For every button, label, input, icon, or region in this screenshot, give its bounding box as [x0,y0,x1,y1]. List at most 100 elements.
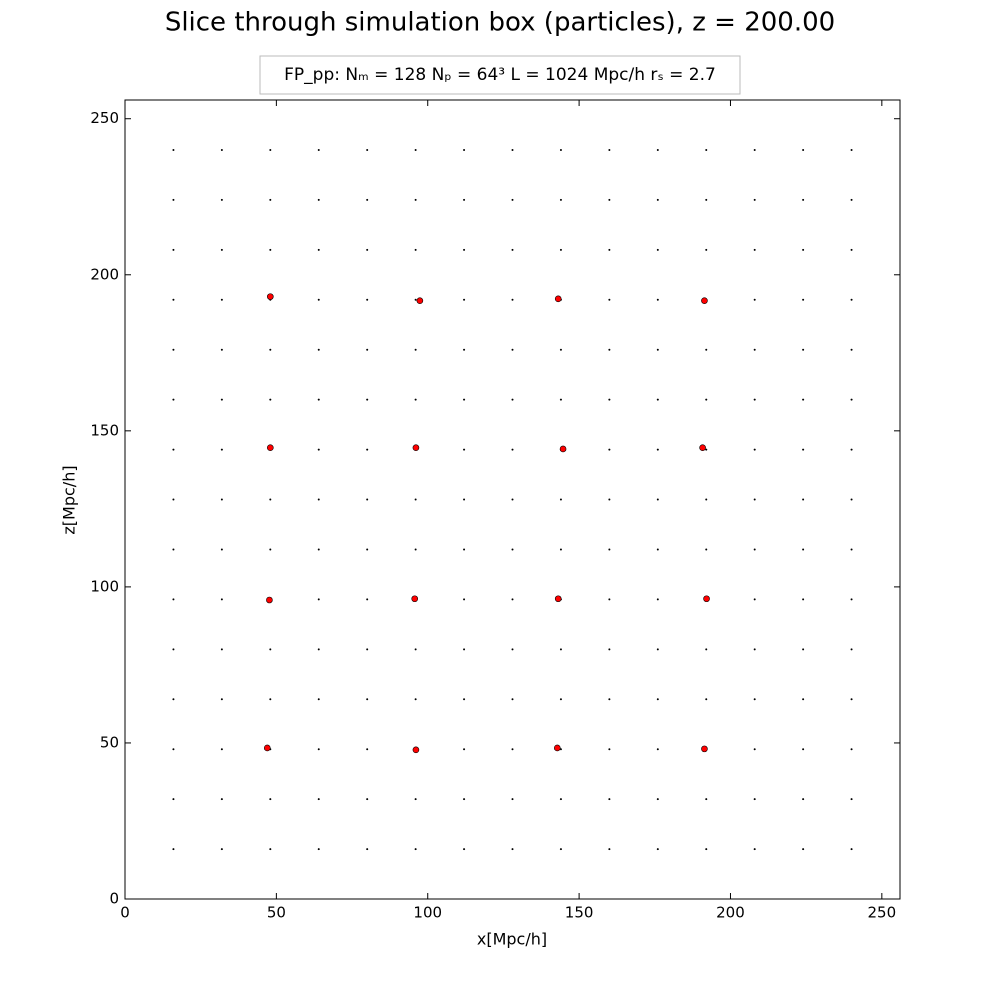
scatter-point [317,698,320,701]
scatter-point [414,648,417,651]
scatter-point [850,548,853,551]
scatter-point [608,748,611,751]
scatter-point [656,298,659,301]
scatter-point [511,848,514,851]
annotation: FP_pp: Nₘ = 128 Nₚ = 64³ L = 1024 Mpc/h … [284,65,716,85]
scatter-point [656,598,659,601]
scatter-point [366,248,369,251]
scatter-point [463,498,466,501]
plot-frame [124,99,901,900]
chart-title: Slice through simulation box (particles)… [165,8,835,38]
scatter-point [850,698,853,701]
scatter-point [850,248,853,251]
scatter-point [172,298,175,301]
scatter-point [220,698,223,701]
scatter-point [172,148,175,151]
scatter-point [802,298,805,301]
scatter-point [317,398,320,401]
scatter-point [366,798,369,801]
scatter-point [172,648,175,651]
annotation-box [259,55,741,95]
scatter-point [608,848,611,851]
scatter-point [511,548,514,551]
scatter-point [463,598,466,601]
scatter-point [463,398,466,401]
scatter-point [802,398,805,401]
scatter-point [559,348,562,351]
scatter-point [656,398,659,401]
scatter-point [511,748,514,751]
scatter-point [172,798,175,801]
scatter-point [753,448,756,451]
scatter-point [220,548,223,551]
scatter-point [559,248,562,251]
scatter-point [802,698,805,701]
scatter-point [411,595,419,603]
scatter-point [463,798,466,801]
scatter-point [414,148,417,151]
y-tick-label: 250 [90,109,119,127]
scatter-point [511,698,514,701]
x-tick-label: 100 [413,904,442,922]
scatter-point [559,398,562,401]
scatter-point [414,198,417,201]
scatter-point [703,595,710,603]
scatter-point [366,348,369,351]
scatter-point [753,798,756,801]
scatter-point [463,298,466,301]
scatter-point [317,498,320,501]
scatter-point [269,198,272,201]
scatter-point [753,848,756,851]
scatter-point [172,248,175,251]
scatter-point [753,698,756,701]
scatter-point [220,498,223,501]
scatter-point [267,444,274,451]
scatter-point [366,848,369,851]
x-tick-label: 250 [868,904,897,922]
scatter-point [802,548,805,551]
scatter-point [414,248,417,251]
scatter-point [317,348,320,351]
scatter-point [220,648,223,651]
scatter-point [608,248,611,251]
scatter-point [263,744,271,752]
scatter-point [656,498,659,501]
scatter-point [559,548,562,551]
scatter-point [366,548,369,551]
scatter-point [850,298,853,301]
scatter-point [608,498,611,501]
y-axis-label: z[Mpc/h] [60,465,79,534]
scatter-point [656,448,659,451]
scatter-point [172,448,175,451]
scatter-point [753,498,756,501]
scatter-point [511,448,514,451]
scatter-point [511,498,514,501]
scatter-point [172,398,175,401]
scatter-point [705,648,708,651]
scatter-point [220,748,223,751]
scatter-point [753,398,756,401]
scatter-point [705,348,708,351]
scatter-point [608,548,611,551]
scatter-point [850,448,853,451]
scatter-point [220,598,223,601]
scatter-point [220,398,223,401]
x-axis-label: x[Mpc/h] [477,930,547,949]
scatter-point [554,595,562,603]
scatter-point [220,148,223,151]
scatter-point [317,548,320,551]
scatter-point [463,148,466,151]
scatter-point [559,198,562,201]
scatter-point [802,598,805,601]
scatter-point [463,348,466,351]
scatter-point [608,398,611,401]
scatter-point [172,698,175,701]
x-tick-label: 200 [716,904,745,922]
scatter-point [366,148,369,151]
scatter-point [705,548,708,551]
scatter-point [172,198,175,201]
scatter-point [705,198,708,201]
scatter-point [269,698,272,701]
scatter-point [220,448,223,451]
scatter-point [463,748,466,751]
